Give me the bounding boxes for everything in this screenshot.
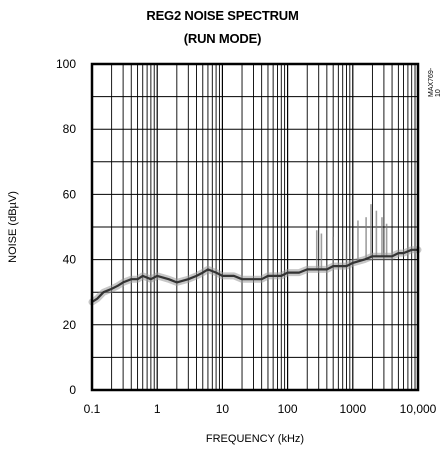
- y-tick-label: 80: [63, 122, 77, 136]
- noise-trace: [91, 248, 418, 303]
- plot-frame: [90, 62, 420, 392]
- y-tick-label: 20: [63, 318, 77, 332]
- noise-peaks: [315, 204, 388, 270]
- x-tick-labels: 0.1 1 10 100 1000 10,000: [84, 402, 437, 416]
- y-tick-labels: 0 20 40 60 80 100: [56, 57, 76, 397]
- y-axis-label: NOISE (dBµV): [7, 191, 19, 263]
- x-tick-label: 10: [216, 402, 230, 416]
- grid-lines: [91, 63, 418, 391]
- x-axis-label: FREQUENCY (kHz): [206, 433, 304, 445]
- y-tick-label: 40: [63, 253, 77, 267]
- chart-title: REG2 NOISE SPECTRUM: [146, 8, 299, 23]
- x-tick-label: 10,000: [400, 402, 437, 416]
- x-tick-label: 0.1: [84, 402, 101, 416]
- y-tick-label: 0: [69, 383, 76, 397]
- x-tick-label: 1000: [339, 402, 366, 416]
- figure-code: MAX769-10: [428, 67, 442, 97]
- x-tick-label: 100: [278, 402, 298, 416]
- x-tick-label: 1: [154, 402, 161, 416]
- chart-subtitle: (RUN MODE): [183, 31, 262, 46]
- y-tick-label: 60: [63, 187, 77, 201]
- y-tick-label: 100: [56, 57, 76, 71]
